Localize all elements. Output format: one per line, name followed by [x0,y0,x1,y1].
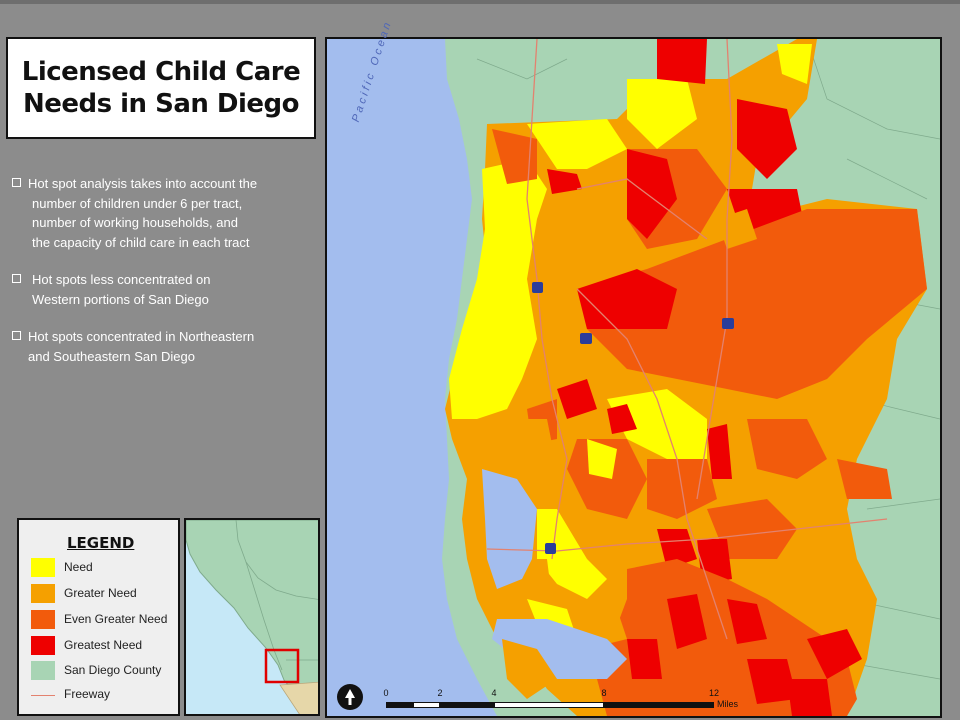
scale-tick-0: 0 [383,688,389,698]
scale-tick-4: 4 [491,688,497,698]
scale-segment [386,702,413,708]
title-line-1: Licensed Child Care [21,57,301,87]
legend-item-even-greater-need: Even Greater Need [31,610,181,630]
bullet-item: Hot spot analysis takes into account the… [12,174,312,252]
checkbox-bullet-icon [12,274,21,283]
legend-item-freeway: Freeway [31,685,181,705]
scale-unit: Miles [717,699,739,709]
legend: LEGEND Need Greater Need Even Greater Ne… [17,518,180,716]
bullet-item: Hot spots less concentrated on Western p… [12,270,312,309]
legend-item-greatest-need: Greatest Need [31,636,181,656]
county-swatch [31,661,55,680]
scale-tick-2: 2 [437,688,443,698]
highway-5-shield [532,282,543,293]
title-line-2: Needs in San Diego [22,89,300,119]
legend-item-greater-need: Greater Need [31,584,181,604]
scale-segment [604,702,714,708]
highway-15-shield [722,318,734,329]
scale-segment [494,702,604,708]
even-greater-need-swatch [31,610,55,629]
need-swatch [31,558,55,577]
scale-tick-8: 8 [601,688,607,698]
checkbox-bullet-icon [12,331,21,340]
inset-highlight-box [264,648,300,684]
legend-item-need: Need [31,558,181,578]
scale-segment [440,702,494,708]
north-arrow-icon [337,684,363,710]
freeway-line-swatch [31,695,55,696]
legend-item-county: San Diego County [31,661,181,681]
checkbox-bullet-icon [12,178,21,187]
inset-map-svg [186,520,318,714]
bullet-list: Hot spot analysis takes into account the… [12,174,312,384]
inset-locator-map [184,518,320,716]
greatest-need-swatch [31,636,55,655]
legend-title: LEGEND [67,534,135,552]
greater-need-swatch [31,584,55,603]
highway-shields [532,282,734,554]
map-svg [327,39,940,716]
title-box: Licensed Child Care Needs in San Diego [6,37,316,139]
highway-805-shield [580,333,592,344]
scale-tick-12: 12 [708,688,720,698]
main-map[interactable] [325,37,942,718]
top-border [0,0,960,4]
scale-segment [413,702,440,708]
bullet-item: Hot spots concentrated in Northeastern a… [12,327,312,366]
highway-8-shield [545,543,556,554]
